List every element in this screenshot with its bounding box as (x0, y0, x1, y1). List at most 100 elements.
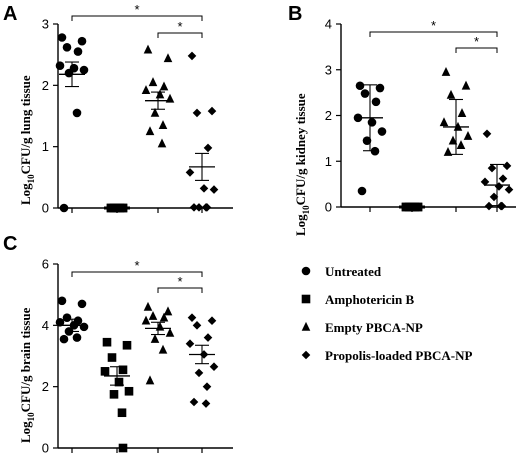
data-point (456, 140, 466, 150)
data-point (57, 296, 67, 306)
data-point (117, 408, 127, 418)
data-point (109, 390, 119, 399)
data-point (72, 333, 82, 342)
y-tick-label: 4 (42, 318, 49, 333)
data-point (148, 77, 158, 87)
data-point (357, 186, 367, 196)
data-point (446, 89, 456, 99)
data-point (165, 327, 175, 337)
data-point (163, 53, 173, 63)
legend-circle-marker (301, 266, 311, 276)
significance-label: * (134, 258, 139, 273)
legend-marker-shape (301, 350, 311, 360)
data-point (155, 89, 165, 99)
data-point (362, 136, 372, 145)
data-point (185, 168, 195, 177)
data-point (122, 340, 132, 350)
panel-b-letter: B (288, 3, 302, 25)
data-point (62, 313, 72, 322)
data-point (209, 185, 219, 194)
data-point (145, 126, 155, 136)
significance-label: * (431, 18, 436, 33)
significance-bracket (71, 15, 203, 21)
data-point (59, 203, 69, 213)
data-point (150, 107, 160, 117)
data-point (494, 182, 504, 191)
panel-c-letter: C (3, 233, 17, 255)
data-point (158, 344, 168, 354)
significance-label: * (474, 34, 479, 49)
significance-bracket (71, 271, 203, 277)
data-point (64, 68, 74, 78)
data-point (141, 315, 151, 325)
legend-label-empty-np: Empty PBCA-NP (325, 320, 423, 335)
y-tick-label: 2 (42, 379, 49, 394)
legend: Untreated Amphotericin B Empty PBCA-NP P… (301, 264, 473, 363)
panel-a-ylabel: Log10CFU/g lung tissue (18, 75, 36, 205)
legend-square-marker (301, 294, 311, 304)
significance-bracket (157, 32, 203, 38)
significance-bracket (455, 47, 498, 53)
data-point (439, 117, 449, 127)
legend-item-untreated: Untreated (301, 264, 382, 279)
data-point (367, 118, 377, 127)
legend-item-amphotericin: Amphotericin B (301, 292, 415, 307)
data-point (502, 161, 512, 171)
data-point (107, 353, 117, 362)
data-point (72, 108, 82, 118)
data-point (194, 368, 204, 378)
significance-label: * (177, 274, 182, 289)
data-point (124, 386, 134, 396)
data-point (371, 97, 381, 107)
data-point (158, 120, 168, 129)
legend-marker-shape (301, 321, 311, 331)
data-point (484, 201, 494, 211)
data-point (79, 65, 89, 75)
significance-bracket (369, 31, 498, 37)
y-tick-label: 4 (325, 17, 332, 32)
data-point (59, 334, 69, 344)
data-point (448, 135, 458, 145)
data-point (155, 321, 165, 331)
y-tick-label: 0 (42, 441, 49, 456)
data-point (55, 317, 65, 327)
panel-a: A Log10CFU/g lung tissue 0 1 2 3 * * (3, 2, 233, 216)
data-point (77, 299, 87, 309)
data-point (202, 382, 212, 391)
significance-label: * (177, 19, 182, 34)
data-point (207, 316, 217, 326)
significance-bracket (157, 287, 203, 293)
data-point (498, 174, 508, 183)
data-point (57, 33, 67, 42)
data-point (102, 337, 112, 347)
panel-b-ylabel: Log10CFU/g kidney tissue (293, 93, 311, 236)
data-point (118, 365, 128, 375)
legend-marker-shape (301, 266, 311, 276)
legend-diamond-marker (301, 350, 311, 360)
panel-a-letter: A (3, 3, 17, 25)
data-point (482, 129, 492, 139)
y-tick-label: 3 (42, 17, 49, 32)
data-point (203, 143, 213, 153)
panel-c: C Log10CFU/g brain tissue 0 2 4 6 * * (3, 233, 233, 456)
data-point (489, 192, 499, 202)
data-point (194, 203, 204, 212)
legend-item-propolis-np: Propolis-loaded PBCA-NP (301, 348, 473, 363)
data-point (457, 108, 467, 118)
panel-c-ylabel: Log10CFU/g brain tissue (18, 307, 36, 443)
data-point (189, 203, 199, 212)
y-tick-label: 0 (42, 201, 49, 216)
data-point (79, 322, 89, 332)
data-point (360, 89, 370, 98)
data-point (443, 147, 453, 156)
data-point (100, 367, 110, 376)
legend-triangle-marker (301, 321, 311, 331)
y-tick-label: 2 (42, 78, 49, 93)
y-tick-label: 1 (42, 139, 49, 154)
data-point (73, 47, 83, 56)
data-point (463, 130, 473, 140)
data-point (377, 127, 387, 136)
data-point (201, 203, 211, 212)
data-point (114, 377, 124, 387)
